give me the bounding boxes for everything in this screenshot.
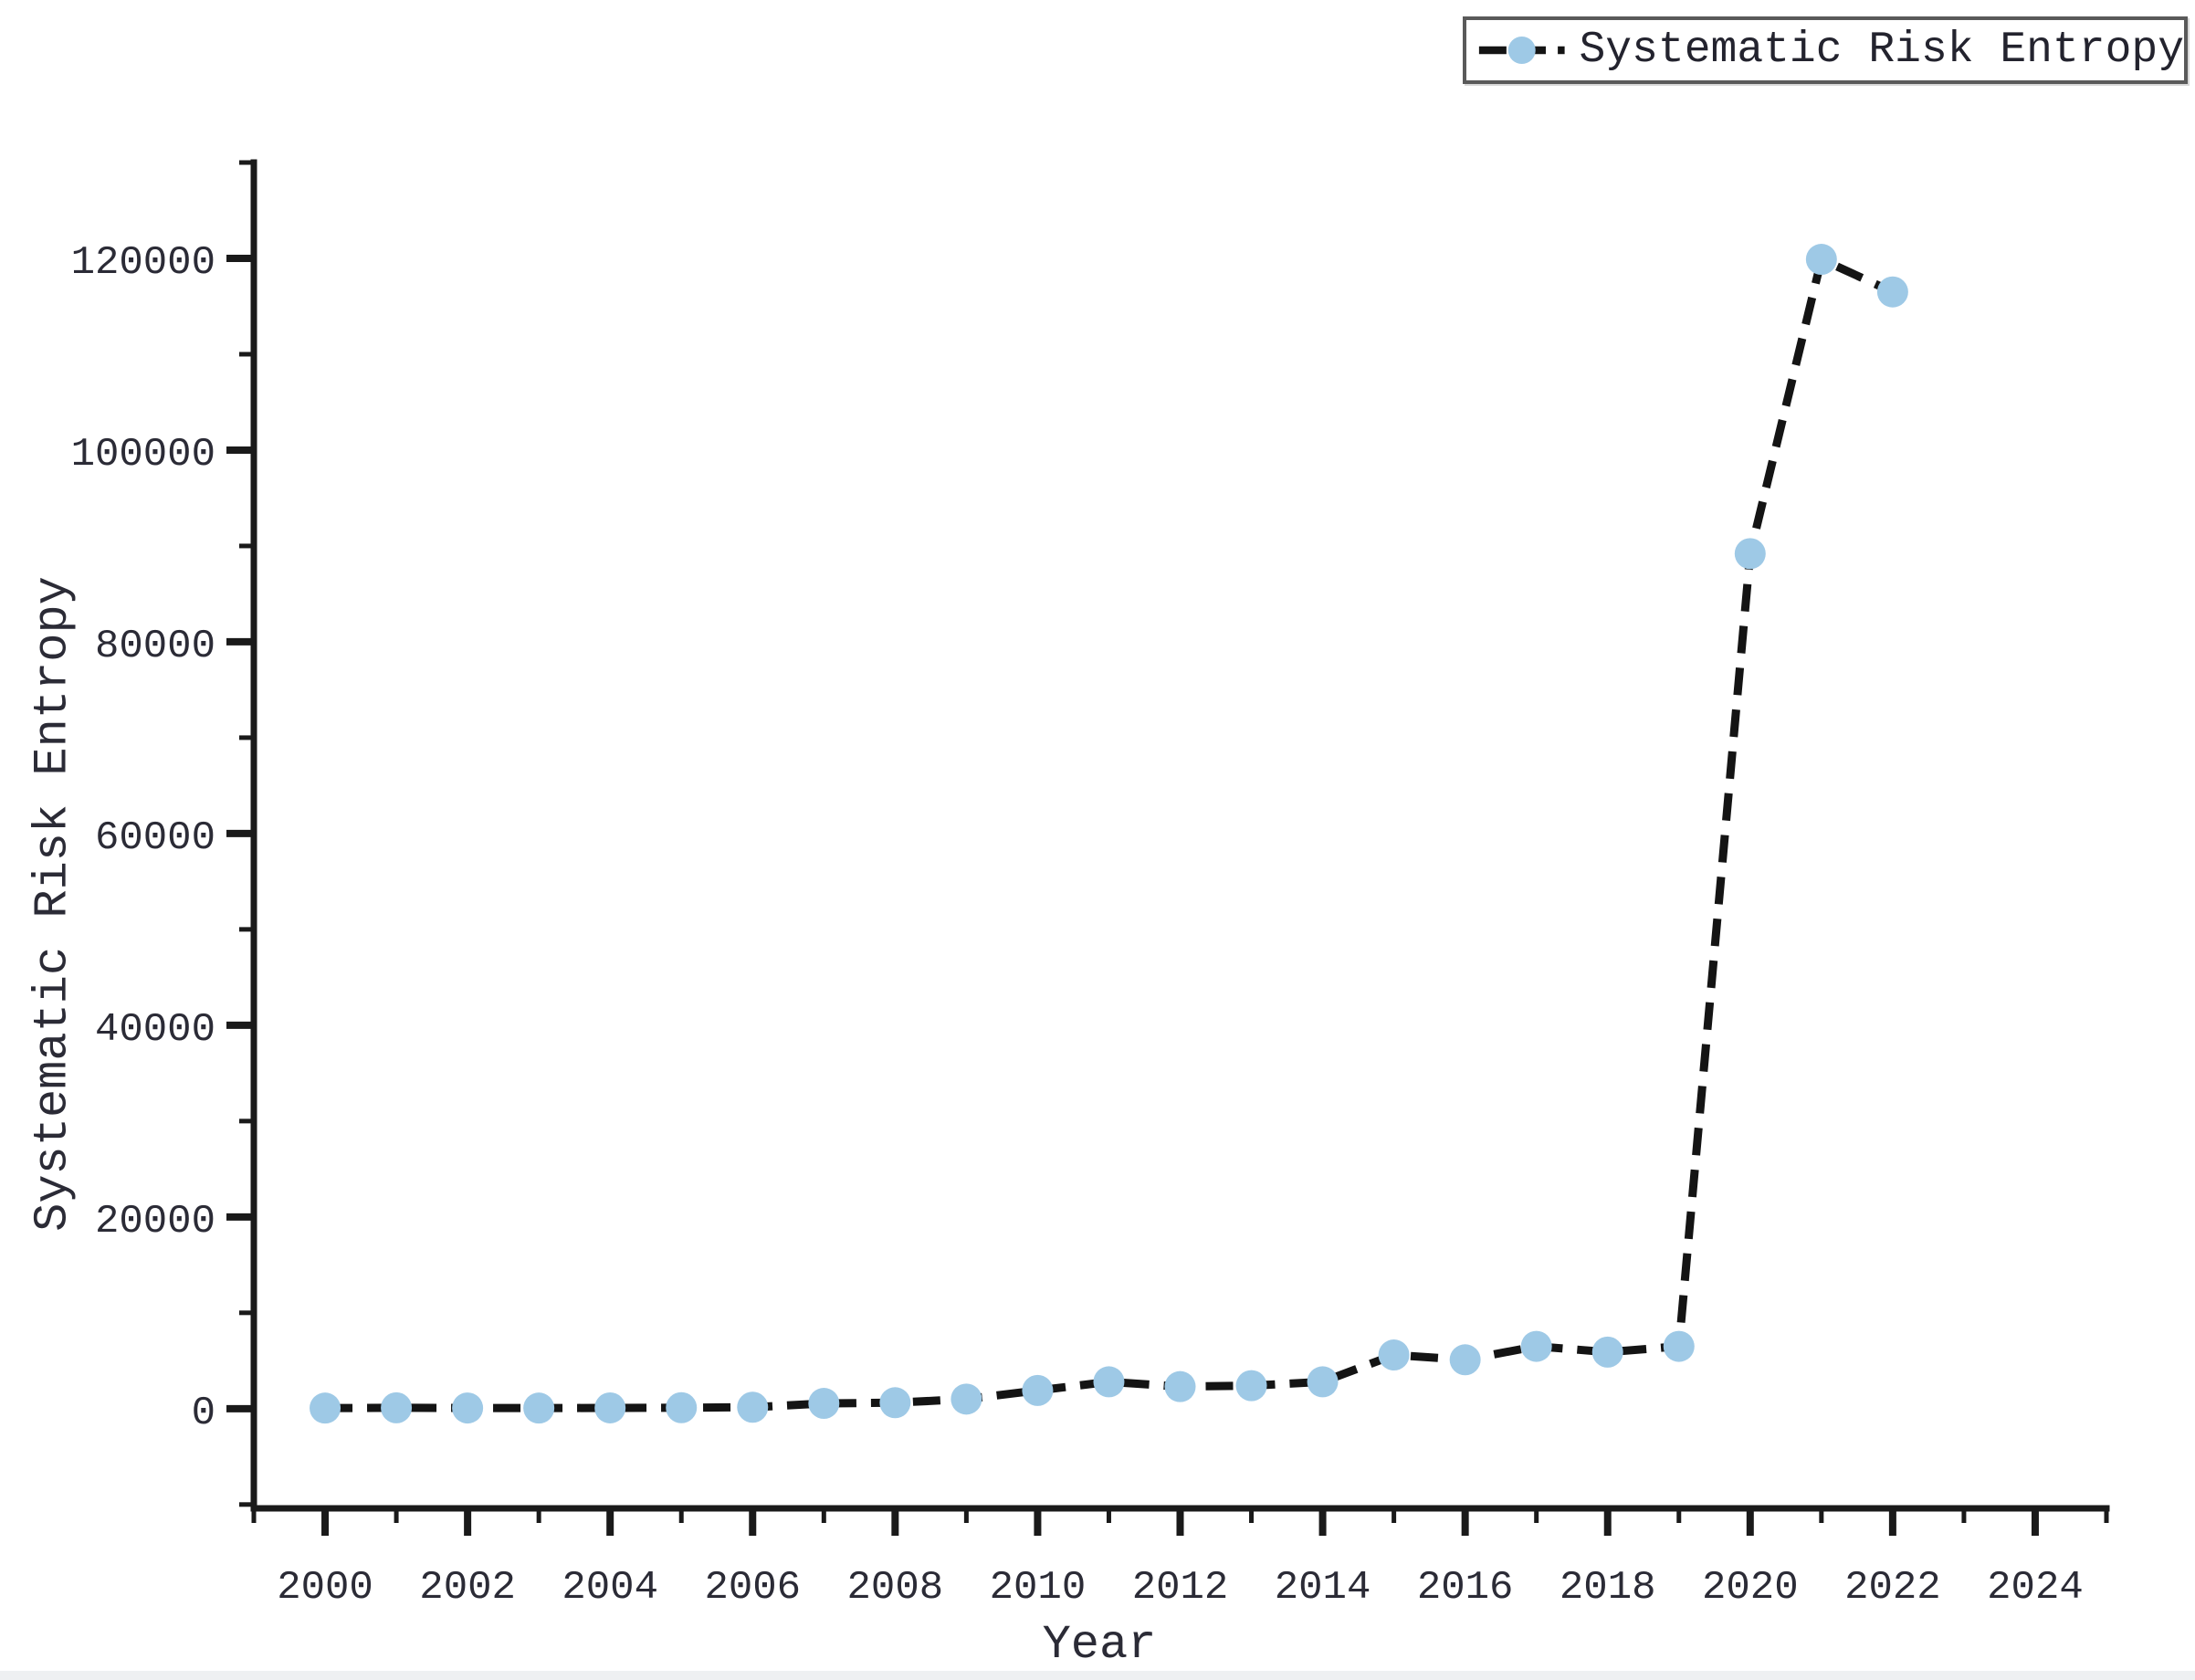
data-point	[879, 1387, 911, 1419]
x-tick-label: 2022	[1844, 1565, 1941, 1611]
data-point	[1378, 1339, 1410, 1371]
legend: Systematic Risk Entropy	[1463, 16, 2188, 84]
data-point	[381, 1391, 413, 1423]
data-point	[1876, 276, 1908, 308]
data-point	[1734, 538, 1766, 570]
data-point	[808, 1388, 840, 1420]
y-axis-title: Systematic Risk Entropy	[26, 576, 80, 1232]
x-tick-label: 2012	[1132, 1565, 1229, 1611]
x-tick-label: 2020	[1702, 1565, 1799, 1611]
x-tick-label: 2004	[562, 1565, 658, 1611]
y-tick-label: 40000	[95, 1007, 215, 1053]
data-point	[523, 1392, 555, 1424]
x-tick-label: 2002	[419, 1565, 516, 1611]
bottom-edge-strip	[0, 1671, 2195, 1680]
legend-marker-icon	[1507, 37, 1536, 64]
data-point	[1520, 1330, 1552, 1362]
data-point	[1805, 244, 1837, 276]
data-point	[1591, 1336, 1623, 1368]
x-tick-label: 2014	[1275, 1565, 1371, 1611]
data-point	[1663, 1330, 1695, 1362]
x-tick-label: 2024	[1987, 1565, 2084, 1611]
data-series-line	[325, 255, 1895, 1412]
data-point	[666, 1391, 698, 1423]
data-point	[737, 1391, 769, 1423]
x-tick-label: 2010	[990, 1565, 1087, 1611]
data-point	[1449, 1344, 1481, 1376]
y-tick-label: 60000	[95, 815, 215, 861]
data-point	[1093, 1366, 1125, 1398]
x-tick-label: 2008	[847, 1565, 944, 1611]
legend-label: Systematic Risk Entropy	[1579, 26, 2184, 75]
data-point	[1022, 1374, 1054, 1406]
x-tick-label: 2016	[1417, 1565, 1514, 1611]
x-tick-label: 2018	[1560, 1565, 1656, 1611]
y-tick-label: 20000	[95, 1199, 215, 1244]
data-point	[452, 1392, 484, 1424]
data-point	[310, 1392, 341, 1424]
legend-line-sample	[1478, 37, 1565, 64]
x-tick-label: 2000	[277, 1565, 373, 1611]
data-point	[1307, 1366, 1339, 1398]
y-tick-label: 80000	[95, 624, 215, 669]
y-tick-label: 120000	[71, 240, 215, 286]
x-axis-title: Year	[1042, 1618, 1157, 1672]
data-point	[1164, 1370, 1196, 1402]
data-point	[594, 1391, 626, 1423]
y-tick-label: 0	[192, 1391, 215, 1436]
data-point	[950, 1383, 982, 1415]
data-point	[1235, 1370, 1267, 1402]
x-tick-label: 2006	[704, 1565, 801, 1611]
y-tick-label: 100000	[71, 432, 215, 478]
